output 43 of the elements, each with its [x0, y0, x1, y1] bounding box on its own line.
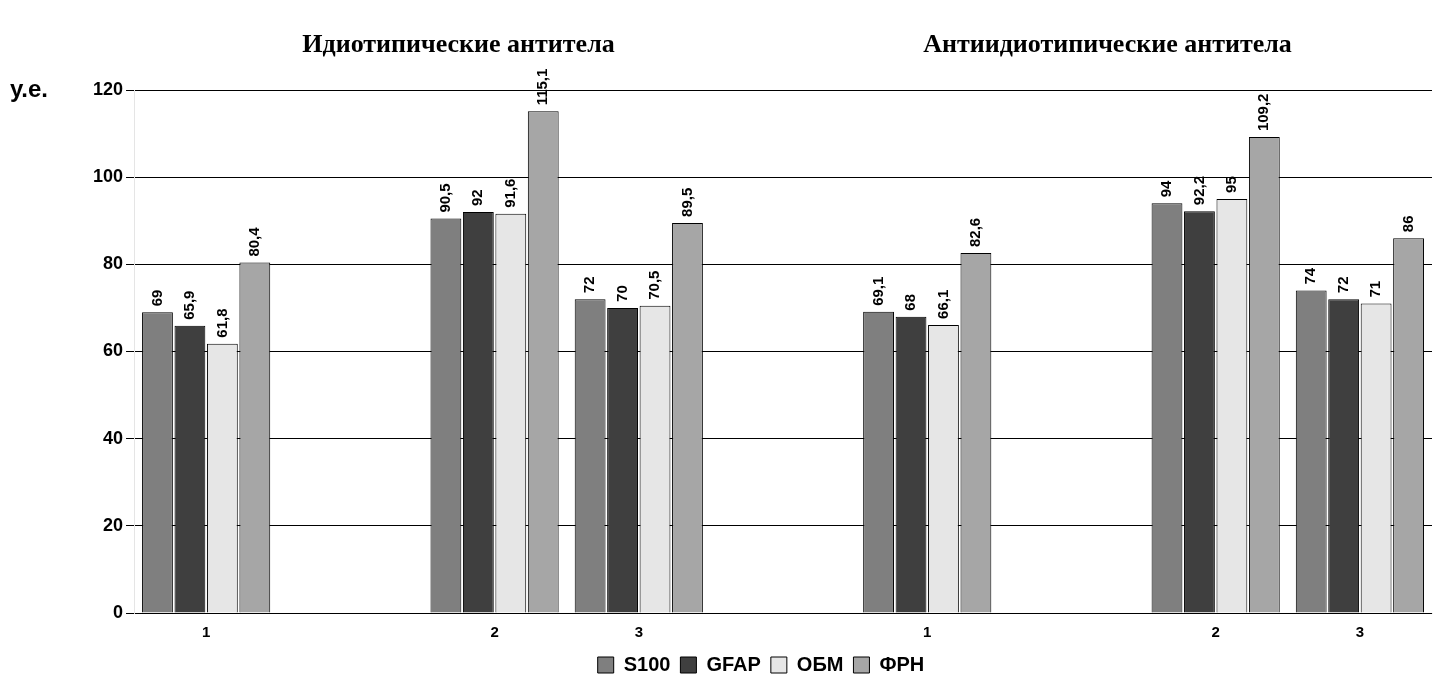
text: Антиидиотипические антитела [923, 28, 1292, 58]
x-tick-label: 1 [923, 623, 932, 641]
data-label: 70 [612, 285, 630, 302]
data-label: 74 [1301, 267, 1319, 285]
data-label: 72 [580, 276, 598, 294]
y-tick-label: 100 [92, 166, 124, 187]
y-axis-title: у.е. [10, 74, 48, 102]
legend-label: ФРН [879, 652, 925, 675]
data-label: 68 [901, 293, 919, 311]
data-label: 69 [147, 289, 165, 307]
data-label: 61,8 [212, 308, 230, 338]
data-label: 89,5 [677, 187, 695, 217]
data-label: 92 [468, 189, 486, 207]
data-label: 82,6 [966, 217, 984, 247]
data-label: 94 [1157, 179, 1175, 198]
data-label: 72 [1333, 276, 1351, 294]
x-tick-label: 3 [1355, 623, 1365, 641]
data-label: 71 [1366, 280, 1384, 298]
y-tick-label: 40 [103, 427, 124, 448]
data-label: 70,5 [645, 270, 663, 300]
data-label: 65,9 [180, 290, 198, 320]
x-tick-label: 3 [634, 623, 643, 641]
legend-label: ОБМ [796, 652, 844, 675]
data-label: 109,2 [1254, 93, 1272, 132]
y-tick-label: 120 [92, 78, 124, 99]
x-tick-label: 1 [201, 623, 211, 641]
y-tick-label: 80 [103, 253, 124, 274]
data-label: 69,1 [868, 276, 886, 306]
data-label: 115,1 [533, 68, 551, 106]
legend-label: GFAP [706, 652, 761, 675]
x-tick-label: 2 [1211, 623, 1220, 641]
data-label: 91,6 [500, 178, 518, 208]
data-label: 86 [1398, 215, 1416, 233]
data-label: 90,5 [436, 183, 454, 213]
y-tick-label: 20 [103, 514, 124, 535]
data-label: 92,2 [1189, 175, 1207, 206]
text: Идиотипические антитела [302, 28, 615, 58]
data-label: 66,1 [933, 289, 951, 319]
legend-label: S100 [623, 652, 671, 675]
y-tick-label: 60 [103, 340, 124, 361]
data-label: 80,4 [244, 226, 262, 257]
x-tick-label: 2 [490, 623, 499, 641]
y-tick-label: 0 [113, 601, 124, 622]
